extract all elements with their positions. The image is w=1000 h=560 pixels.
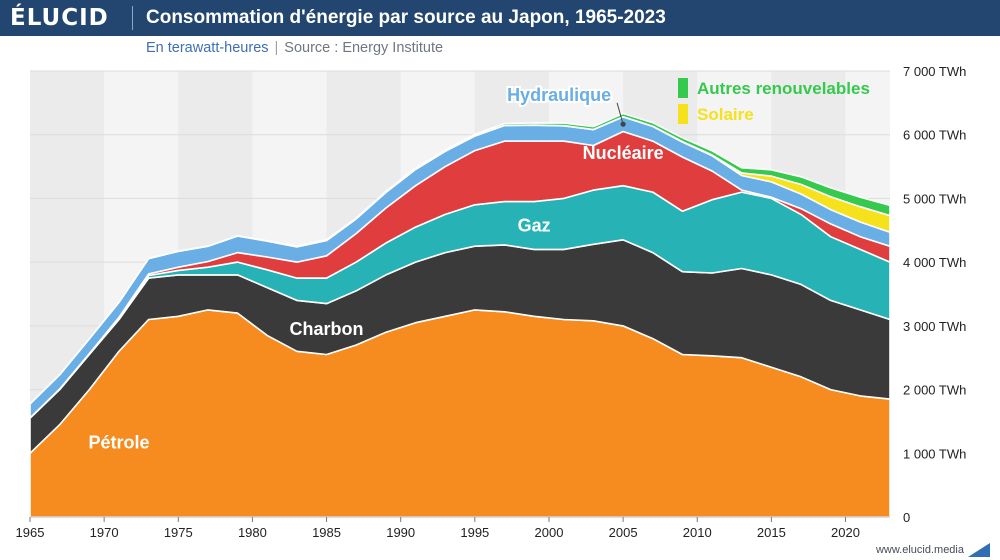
label-hydraulique: Hydraulique bbox=[507, 85, 611, 105]
brand-logo[interactable]: ÉLUCID bbox=[10, 5, 109, 31]
legend-swatch bbox=[678, 104, 688, 124]
x-tick-label: 2015 bbox=[757, 525, 786, 540]
annotation-leader bbox=[616, 102, 624, 125]
label-gaz: Gaz bbox=[518, 216, 551, 236]
x-tick-label: 2000 bbox=[535, 525, 564, 540]
legend-label: Autres renouvelables bbox=[697, 79, 870, 98]
x-tick-label: 1980 bbox=[238, 525, 267, 540]
footer-url[interactable]: www.elucid.media bbox=[875, 544, 964, 556]
header-bar: ÉLUCID Consommation d'énergie par source… bbox=[0, 0, 1000, 36]
legend-swatch bbox=[678, 78, 688, 98]
chart-title: Consommation d'énergie par source au Jap… bbox=[146, 7, 666, 28]
y-tick-label: 0 bbox=[903, 510, 910, 525]
y-tick-label: 2 000 TWh bbox=[903, 383, 966, 398]
chart-subtitle: En terawatt-heures | Source : Energy Insti… bbox=[146, 39, 443, 57]
x-tick-label: 1965 bbox=[16, 525, 45, 540]
header-divider bbox=[132, 6, 133, 30]
label-petrole: Pétrole bbox=[88, 432, 149, 452]
area-autres-renouvelables bbox=[29, 112, 891, 405]
x-tick-label: 2020 bbox=[831, 525, 860, 540]
unit-label: En terawatt-heures bbox=[146, 40, 269, 56]
x-tick-label: 1985 bbox=[312, 525, 341, 540]
footer-logo-mark bbox=[968, 543, 990, 557]
y-tick-label: 5 000 TWh bbox=[903, 191, 966, 206]
x-tick-label: 1975 bbox=[164, 525, 193, 540]
label-nucleaire: Nucléaire bbox=[583, 143, 664, 163]
y-tick-label: 4 000 TWh bbox=[903, 255, 966, 270]
legend-label: Solaire bbox=[697, 105, 754, 124]
y-tick-label: 3 000 TWh bbox=[903, 319, 966, 334]
x-tick-label: 1970 bbox=[90, 525, 119, 540]
y-tick-label: 7 000 TWh bbox=[903, 64, 966, 79]
y-tick-label: 6 000 TWh bbox=[903, 128, 966, 143]
x-tick-label: 1995 bbox=[460, 525, 489, 540]
x-tick-label: 2010 bbox=[683, 525, 712, 540]
x-tick-label: 2005 bbox=[609, 525, 638, 540]
x-tick-label: 1990 bbox=[386, 525, 415, 540]
y-tick-label: 1 000 TWh bbox=[903, 446, 966, 461]
label-charbon: Charbon bbox=[290, 319, 364, 339]
subtitle-separator: | bbox=[274, 40, 279, 56]
source-label: Source : Energy Institute bbox=[284, 40, 444, 56]
annotation-dot bbox=[620, 121, 626, 127]
